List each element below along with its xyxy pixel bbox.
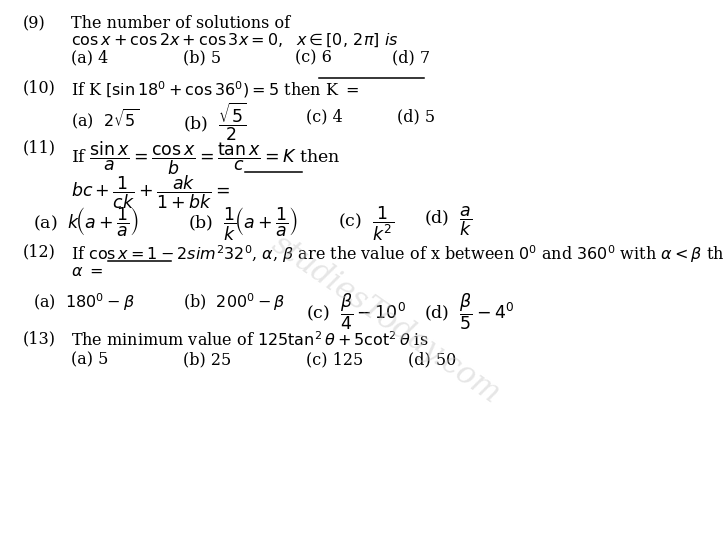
Text: (a) 5: (a) 5: [71, 351, 108, 368]
Text: (a) 4: (a) 4: [71, 50, 108, 67]
Text: (c) 125: (c) 125: [306, 351, 364, 368]
Text: (d)  $\dfrac{a}{k}$: (d) $\dfrac{a}{k}$: [424, 205, 472, 238]
Text: If $\dfrac{\sin x}{a}=\dfrac{\cos x}{b}=\dfrac{\tan x}{c}=K$ then: If $\dfrac{\sin x}{a}=\dfrac{\cos x}{b}=…: [71, 139, 341, 177]
Text: $\alpha\ =$: $\alpha\ =$: [71, 263, 103, 280]
Text: (a)  $2\sqrt{5}$: (a) $2\sqrt{5}$: [71, 108, 139, 133]
Text: (11): (11): [22, 139, 56, 156]
Text: (b) 5: (b) 5: [183, 50, 221, 67]
Text: (d)  $\dfrac{\beta}{5}-4^0$: (d) $\dfrac{\beta}{5}-4^0$: [424, 292, 514, 332]
Text: $bc+\dfrac{1}{ck}+\dfrac{ak}{1+bk}=$: $bc+\dfrac{1}{ck}+\dfrac{ak}{1+bk}=$: [71, 174, 230, 211]
Text: If $\cos x=1-2\mathit{sim}^2 32^0$, $\alpha$, $\beta$ are the value of x between: If $\cos x=1-2\mathit{sim}^2 32^0$, $\al…: [71, 243, 723, 265]
Text: (9): (9): [22, 15, 46, 32]
Text: (c)  $\dfrac{1}{k^2}$: (c) $\dfrac{1}{k^2}$: [338, 205, 394, 244]
Text: (d) 7: (d) 7: [392, 50, 429, 67]
Text: (c)  $\dfrac{\beta}{4}-10^0$: (c) $\dfrac{\beta}{4}-10^0$: [306, 292, 406, 332]
Text: (b) 25: (b) 25: [183, 351, 231, 368]
Text: (12): (12): [22, 243, 56, 260]
Text: (b)  $\dfrac{\sqrt{5}}{2}$: (b) $\dfrac{\sqrt{5}}{2}$: [183, 101, 247, 144]
Text: (a)  $k\!\left(a+\dfrac{1}{a}\right)$: (a) $k\!\left(a+\dfrac{1}{a}\right)$: [33, 205, 140, 238]
Text: (b)  $200^0-\beta$: (b) $200^0-\beta$: [183, 292, 286, 313]
Text: (b)  $\dfrac{1}{k}\!\left(a+\dfrac{1}{a}\right)$: (b) $\dfrac{1}{k}\!\left(a+\dfrac{1}{a}\…: [189, 205, 298, 242]
Text: (c) 4: (c) 4: [306, 108, 343, 125]
Text: (13): (13): [22, 331, 56, 348]
Text: (d) 5: (d) 5: [397, 108, 435, 125]
Text: (10): (10): [22, 79, 56, 96]
Text: $\cos x+\cos 2x+\cos 3x=0,\ \ x\in[0,\,2\pi]\ is$: $\cos x+\cos 2x+\cos 3x=0,\ \ x\in[0,\,2…: [71, 31, 398, 49]
Text: (d) 50: (d) 50: [408, 351, 456, 368]
Text: (a)  $180^0-\beta$: (a) $180^0-\beta$: [33, 292, 135, 313]
Text: The number of solutions of: The number of solutions of: [71, 15, 290, 32]
Text: The minimum value of $125\tan^2\theta+5\cot^2\theta$ is: The minimum value of $125\tan^2\theta+5\…: [71, 331, 428, 349]
Text: studiesToday.com: studiesToday.com: [266, 228, 506, 409]
Text: (c) 6: (c) 6: [296, 50, 333, 67]
Text: If K $[\sin18^0+\cos36^0)=5$ then K $=$: If K $[\sin18^0+\cos36^0)=5$ then K $=$: [71, 79, 359, 100]
